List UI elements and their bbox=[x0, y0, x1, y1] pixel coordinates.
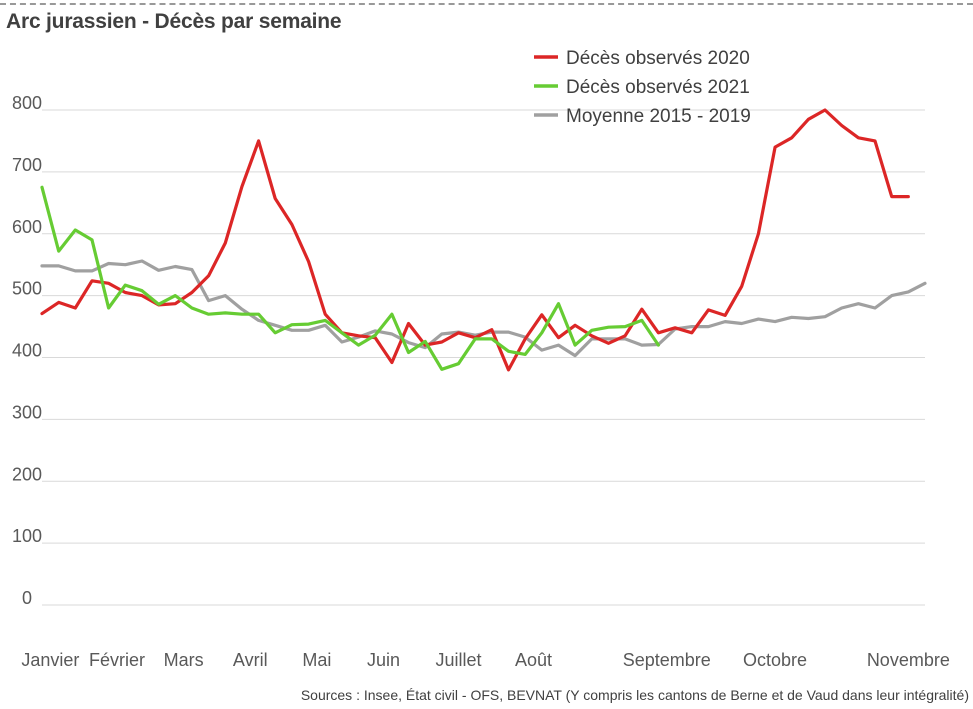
x-tick-label: Avril bbox=[233, 650, 268, 670]
y-tick-label: 800 bbox=[12, 93, 42, 113]
x-tick-label: Mars bbox=[164, 650, 204, 670]
x-tick-label: Février bbox=[89, 650, 145, 670]
x-tick-label: Juin bbox=[367, 650, 400, 670]
y-tick-label: 200 bbox=[12, 464, 42, 484]
grid-lines bbox=[42, 109, 925, 606]
legend-label: Décès observés 2020 bbox=[566, 48, 750, 69]
y-tick-label: 0 bbox=[22, 588, 32, 608]
legend-label: Moyenne 2015 - 2019 bbox=[566, 106, 751, 127]
series-line-1 bbox=[40, 185, 661, 371]
x-tick-label: Juillet bbox=[435, 650, 481, 670]
x-tick-label: Janvier bbox=[21, 650, 79, 670]
y-tick-label: 300 bbox=[12, 402, 42, 422]
y-tick-label: 500 bbox=[12, 279, 42, 299]
series-lines bbox=[40, 108, 927, 372]
x-tick-label: Octobre bbox=[743, 650, 807, 670]
y-tick-label: 600 bbox=[12, 217, 42, 237]
x-tick-label: Novembre bbox=[867, 650, 950, 670]
x-tick-label: Août bbox=[515, 650, 552, 670]
x-tick-label: Mai bbox=[302, 650, 331, 670]
series-line-0 bbox=[40, 108, 910, 372]
y-tick-label: 100 bbox=[12, 526, 42, 546]
x-tick-label: Septembre bbox=[623, 650, 711, 670]
legend: Décès observés 2020 Décès observés 2021 Mo… bbox=[534, 48, 751, 127]
source-note: Sources : Insee, État civil - OFS, BEVNA… bbox=[300, 687, 969, 703]
y-tick-label: 700 bbox=[12, 155, 42, 175]
y-axis-ticks: 0 100 200 300 400 500 600 700 800 bbox=[12, 93, 42, 608]
top-dashed-border bbox=[0, 3, 973, 5]
series-line-2 bbox=[40, 259, 927, 358]
chart-title: Arc jurassien - Décès par semaine bbox=[6, 10, 342, 33]
legend-label: Décès observés 2021 bbox=[566, 77, 750, 98]
x-axis-month-labels: Janvier Février Mars Avril Mai Juin Juillet Aoû… bbox=[21, 650, 950, 670]
y-tick-label: 400 bbox=[12, 341, 42, 361]
